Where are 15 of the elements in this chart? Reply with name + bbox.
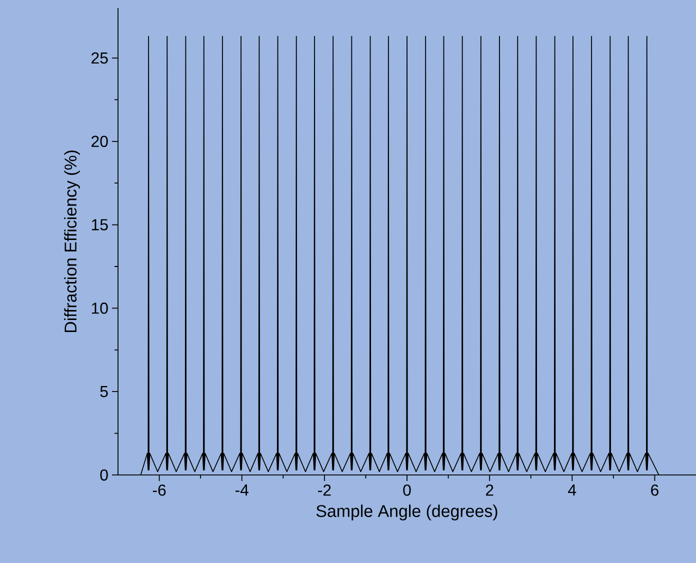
y-axis-title: Diffraction Efficiency (%) (64, 150, 80, 332)
x-tick-label: 2 (486, 484, 494, 496)
y-tick-label: 10 (92, 302, 108, 314)
x-tick-label: -2 (318, 484, 331, 496)
y-tick-label: 0 (100, 469, 108, 481)
x-tick-label: 0 (403, 484, 411, 496)
x-tick-label: -6 (152, 484, 166, 496)
y-tick-label: 5 (100, 386, 108, 398)
x-tick-label: 6 (651, 484, 658, 496)
y-tick-label: 20 (92, 136, 108, 148)
x-tick-label: -4 (235, 484, 248, 496)
x-tick-label: 4 (568, 484, 576, 496)
y-tick-label: 25 (92, 52, 108, 64)
x-axis-title: Sample Angle (degrees) (316, 504, 498, 520)
y-tick-label: 15 (92, 219, 108, 230)
